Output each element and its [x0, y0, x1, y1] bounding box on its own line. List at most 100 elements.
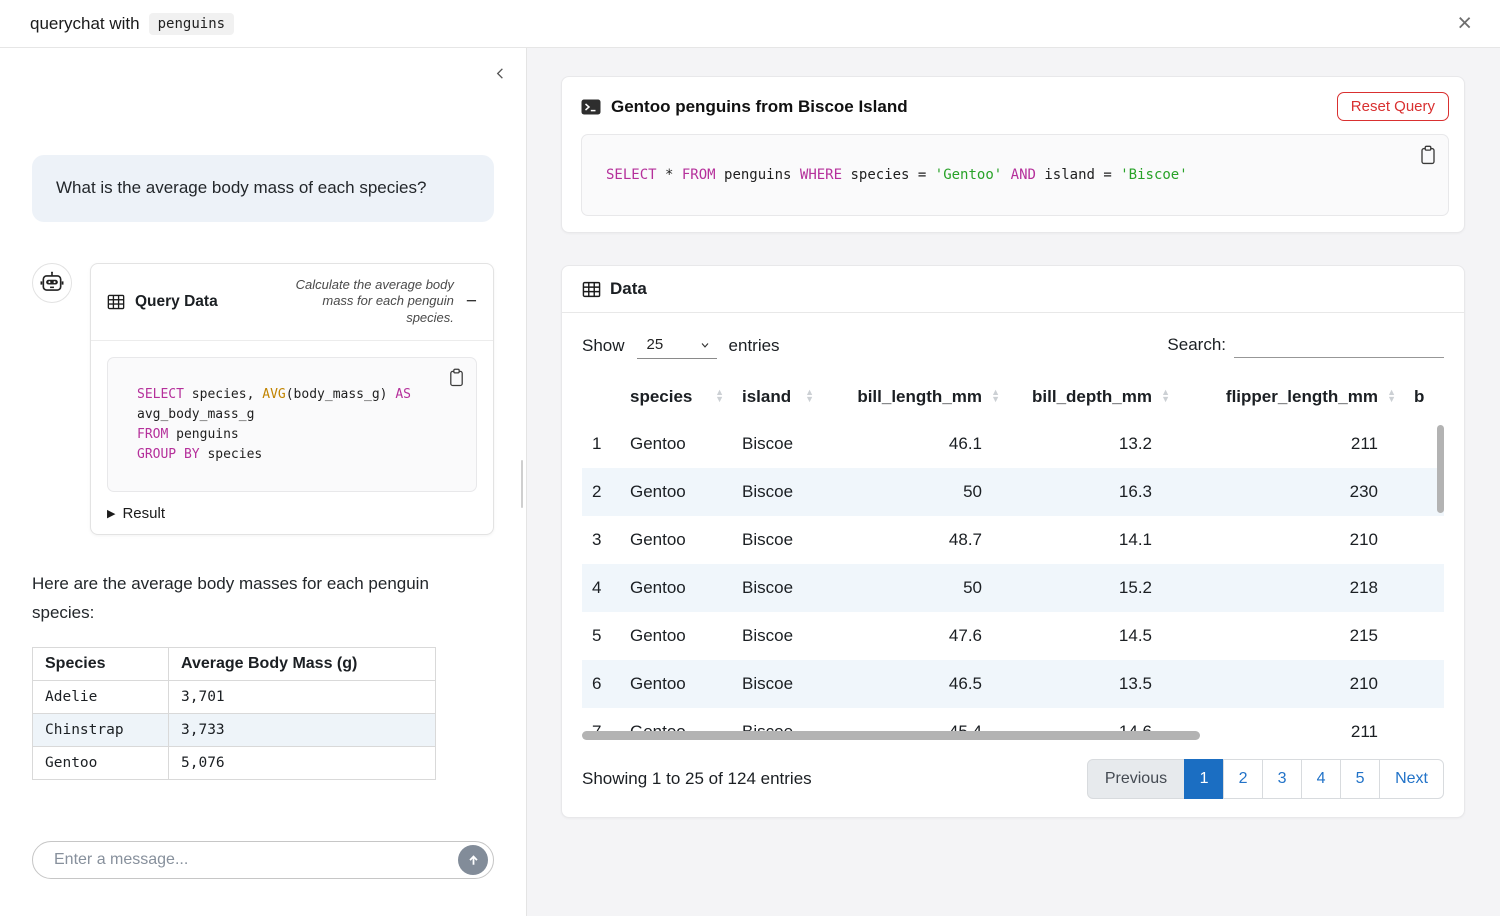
- data-table-row: 1 Gentoo Biscoe 46.1 13.2 211: [582, 420, 1444, 468]
- terminal-icon: [581, 97, 601, 117]
- chat-sidebar: What is the average body mass of each sp…: [0, 48, 527, 916]
- tool-card-collapse-button[interactable]: −: [465, 290, 477, 312]
- tool-card-header: Query Data Calculate the average body ma…: [91, 264, 493, 342]
- data-table-cell: 14.5: [1118, 626, 1152, 645]
- pagination-3[interactable]: 3: [1262, 759, 1303, 799]
- data-table-cell: 46.1: [948, 434, 982, 453]
- close-icon[interactable]: ×: [1449, 7, 1480, 40]
- data-table-cell: Gentoo: [630, 482, 686, 501]
- data-table-cell: Biscoe: [742, 578, 794, 597]
- data-table-cell: Biscoe: [742, 482, 794, 501]
- window-title-bar: querychat with penguins ×: [0, 0, 1500, 48]
- page-length-control: Show 25 entries: [582, 333, 780, 359]
- reset-query-button[interactable]: Reset Query: [1336, 92, 1449, 121]
- datatable-controls: Show 25 entries Search:: [582, 333, 1444, 359]
- data-table-cell: 6: [592, 674, 602, 693]
- data-table-header-row: species ▲ ▼ island ▲ ▼ bill_length_mm ▲ ▼ bill_de…: [582, 383, 1444, 420]
- pagination-5[interactable]: 5: [1340, 759, 1381, 799]
- data-table-cell: 211: [1350, 434, 1378, 453]
- pagination-next[interactable]: Next: [1379, 759, 1444, 799]
- pagination-2[interactable]: 2: [1223, 759, 1264, 799]
- current-query-card: Gentoo penguins from Biscoe Island Reset…: [561, 76, 1465, 233]
- assistant-message-row: Query Data Calculate the average body ma…: [32, 262, 494, 536]
- data-table-cell: Gentoo: [630, 434, 686, 453]
- column-header-label: species: [630, 387, 693, 406]
- result-table-cell: Adelie: [32, 680, 169, 715]
- column-header-rownum: [582, 383, 620, 420]
- column-header-label: bill_depth_mm: [1032, 387, 1152, 406]
- send-button[interactable]: [458, 845, 488, 875]
- pagination-4[interactable]: 4: [1301, 759, 1342, 799]
- column-header-label: island: [742, 387, 792, 406]
- sidebar-collapse-button[interactable]: [489, 62, 512, 88]
- sql-code-block: SELECT * FROM penguins WHERE species = '…: [581, 134, 1449, 216]
- data-table-cell: Biscoe: [742, 530, 794, 549]
- robot-icon: [39, 270, 65, 296]
- data-table-row: 2 Gentoo Biscoe 50 16.3 230: [582, 468, 1444, 516]
- data-table-cell: 218: [1349, 578, 1378, 597]
- datatable-footer: Showing 1 to 25 of 124 entries Previous 1…: [582, 759, 1444, 799]
- data-card: Data Show 25 entries: [561, 265, 1465, 818]
- data-table-cell: 14.1: [1118, 530, 1152, 549]
- pagination-1[interactable]: 1: [1184, 759, 1225, 799]
- result-toggle-label: Result: [122, 505, 165, 523]
- data-table-cell: 5: [592, 626, 602, 645]
- data-table-cell: 211: [1350, 722, 1378, 741]
- chevron-left-icon: [493, 66, 508, 81]
- assistant-answer-text: Here are the average body masses for eac…: [32, 574, 429, 622]
- data-table-cell: 13.2: [1118, 434, 1152, 453]
- data-table-cell: 50: [963, 578, 982, 597]
- entries-label: entries: [728, 336, 780, 355]
- data-table-cell: [1404, 516, 1444, 564]
- triangle-right-icon: ▶: [107, 508, 116, 521]
- pagination-previous[interactable]: Previous: [1086, 759, 1186, 799]
- search-input[interactable]: [1234, 334, 1444, 358]
- data-table-cell: Biscoe: [742, 626, 794, 645]
- result-table-cell: 5,076: [168, 746, 436, 781]
- query-title: Gentoo penguins from Biscoe Island: [611, 96, 908, 116]
- data-table-row: 4 Gentoo Biscoe 50 15.2 218: [582, 564, 1444, 612]
- sql-code-line: FROM penguins: [137, 427, 239, 443]
- horizontal-scrollbar[interactable]: [582, 731, 1200, 740]
- panel-resize-handle[interactable]: [521, 460, 523, 508]
- app-title: querychat with penguins: [30, 12, 235, 35]
- data-table-cell: 4: [592, 578, 602, 597]
- result-table-row: Chinstrap 3,733: [32, 713, 436, 748]
- result-table-cell: Chinstrap: [32, 713, 169, 748]
- data-table-cell: 230: [1349, 482, 1378, 501]
- data-card-header: Data: [562, 266, 1464, 313]
- data-table-cell: 50: [963, 482, 982, 501]
- result-summary-table: Species Average Body Mass (g) Adelie 3,701…: [32, 647, 436, 781]
- message-input[interactable]: [32, 841, 494, 879]
- data-table-cell: Gentoo: [630, 578, 686, 597]
- copy-icon[interactable]: [1417, 143, 1439, 171]
- sql-code-line: GROUP BY species: [137, 447, 263, 463]
- vertical-scrollbar[interactable]: [1437, 425, 1444, 513]
- main-panel: Gentoo penguins from Biscoe Island Reset…: [527, 48, 1500, 916]
- chat-messages: What is the average body mass of each sp…: [0, 48, 526, 841]
- data-table-cell: 47.6: [948, 626, 982, 645]
- main-layout: What is the average body mass of each sp…: [0, 48, 1500, 916]
- page-length-select[interactable]: 25: [636, 333, 717, 359]
- dataset-badge: penguins: [148, 12, 235, 35]
- data-card-body: Show 25 entries Search:: [562, 313, 1464, 817]
- table-info-text: Showing 1 to 25 of 124 entries: [582, 769, 812, 788]
- result-toggle[interactable]: ▶ Result: [107, 505, 477, 522]
- data-table-cell: 215: [1349, 626, 1378, 645]
- query-card-header: Gentoo penguins from Biscoe Island Reset…: [581, 92, 1449, 121]
- result-column-header: Average Body Mass (g): [168, 647, 436, 682]
- column-header-bill_depth_mm[interactable]: bill_depth_mm ▲ ▼: [1008, 383, 1178, 420]
- result-table-cell: 3,701: [168, 680, 436, 715]
- column-header-bill_length_mm[interactable]: bill_length_mm ▲ ▼: [822, 383, 1008, 420]
- penguins-data-table: species ▲ ▼ island ▲ ▼ bill_length_mm ▲ ▼ bill_de…: [582, 383, 1444, 743]
- column-header-species[interactable]: species ▲ ▼: [620, 383, 732, 420]
- column-header-b: b: [1404, 383, 1444, 420]
- copy-icon[interactable]: [446, 366, 467, 393]
- column-header-island[interactable]: island ▲ ▼: [732, 383, 822, 420]
- column-header-flipper_length_mm[interactable]: flipper_length_mm ▲ ▼: [1178, 383, 1404, 420]
- sql-code-line: avg_body_mass_g: [137, 407, 255, 423]
- tool-card-subtitle: Calculate the average body mass for each…: [295, 276, 454, 326]
- data-table-cell: Gentoo: [630, 626, 686, 645]
- show-label: Show: [582, 336, 625, 355]
- datatable-viewport: species ▲ ▼ island ▲ ▼ bill_length_mm ▲ ▼ bill_de…: [582, 383, 1444, 743]
